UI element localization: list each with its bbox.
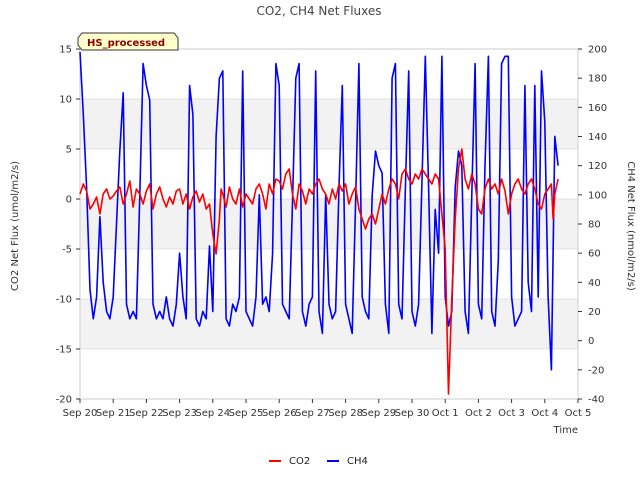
right-tick-label: 140 bbox=[588, 132, 607, 143]
right-tick-label: 0 bbox=[588, 336, 594, 347]
tag-box bbox=[77, 32, 179, 51]
left-tick-label: -20 bbox=[56, 395, 72, 406]
left-tick-label: 10 bbox=[59, 95, 72, 106]
series-line-co2 bbox=[79, 148, 559, 395]
right-tick-label: -40 bbox=[588, 395, 604, 406]
right-tick-label: 40 bbox=[588, 278, 601, 289]
legend-label-ch4: CH4 bbox=[347, 456, 368, 467]
x-tick-label: Oct 5 bbox=[565, 408, 592, 419]
x-tick-label: Oct 3 bbox=[498, 408, 525, 419]
right-tick-label: 160 bbox=[588, 103, 607, 114]
left-tick-label: -5 bbox=[62, 245, 72, 256]
x-tick-label: Sep 26 bbox=[262, 408, 297, 419]
right-tick-label: 180 bbox=[588, 74, 607, 85]
x-axis-title: Time bbox=[553, 425, 578, 436]
x-tick-label: Sep 30 bbox=[395, 408, 430, 419]
x-tick-label: Sep 22 bbox=[129, 408, 164, 419]
legend: CO2 CH4 bbox=[269, 456, 368, 467]
x-tick-label: Sep 23 bbox=[162, 408, 197, 419]
right-axis-title: CH4 Net Flux (nmol/m2/s) bbox=[625, 161, 636, 291]
left-tick-label: 5 bbox=[66, 145, 72, 156]
right-tick-label: -20 bbox=[588, 365, 604, 376]
left-tick-label: 15 bbox=[59, 45, 72, 56]
x-tick-label: Sep 28 bbox=[328, 408, 363, 419]
x-tick-label: Oct 1 bbox=[432, 408, 459, 419]
left-tick-label: -15 bbox=[56, 345, 72, 356]
right-tick-label: 80 bbox=[588, 220, 601, 231]
right-tick-label: 200 bbox=[588, 45, 607, 56]
left-axis-title: CO2 Net Flux (umol/m2/s) bbox=[10, 161, 21, 291]
grid-band bbox=[80, 199, 578, 249]
right-tick-label: 100 bbox=[588, 190, 607, 201]
grid-band bbox=[80, 99, 578, 149]
x-tick-label: Sep 29 bbox=[361, 408, 396, 419]
x-tick-label: Oct 2 bbox=[465, 408, 492, 419]
x-tick-label: Sep 25 bbox=[229, 408, 264, 419]
chart-title: CO2, CH4 Net Fluxes bbox=[256, 4, 381, 18]
x-tick-label: Sep 21 bbox=[96, 408, 131, 419]
x-tick-label: Sep 20 bbox=[63, 408, 98, 419]
x-tick-label: Sep 27 bbox=[295, 408, 330, 419]
series-line-ch4 bbox=[79, 51, 559, 371]
x-tick-label: Oct 4 bbox=[531, 408, 558, 419]
right-tick-label: 120 bbox=[588, 161, 607, 172]
right-tick-label: 60 bbox=[588, 249, 601, 260]
series-layer bbox=[79, 51, 559, 395]
legend-label-co2: CO2 bbox=[289, 456, 310, 467]
right-tick-label: 20 bbox=[588, 307, 601, 318]
left-tick-label: 0 bbox=[66, 195, 72, 206]
x-tick-label: Sep 24 bbox=[195, 408, 230, 419]
left-tick-label: -10 bbox=[56, 295, 72, 306]
left-axis-ticks: 15 10 5 0 -5 -10 -15 -20 bbox=[56, 45, 80, 406]
processing-tag: HS_processed bbox=[77, 32, 179, 51]
tag-label: HS_processed bbox=[87, 38, 165, 49]
